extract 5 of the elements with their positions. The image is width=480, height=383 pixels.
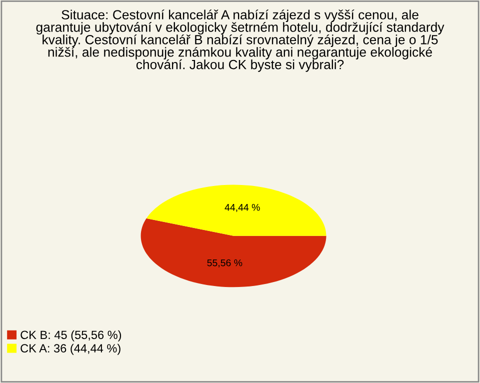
chart-title: Situace: Cestovní kancelář A nabízí zájezd s vyšší cenou, ale garantuje ubytování v ekologicky šetrném hotelu, dodržující standardy kvality. Cestovní kancelář B nabízí srovnatelný zájezd, cena je o 1/5 nižší, ale nedisponuje známkou kvality ani negarantuje ekologické chování. Jakou CK byste si vybrali?	[36, 10, 444, 72]
data-label: 55,56 %	[207, 259, 242, 268]
data-label: 44,44 %	[224, 204, 260, 212]
legend-label: CK B: 45 (55,56 %)	[20, 330, 122, 342]
legend-label: CK A: 36 (44,44 %)	[20, 344, 120, 355]
